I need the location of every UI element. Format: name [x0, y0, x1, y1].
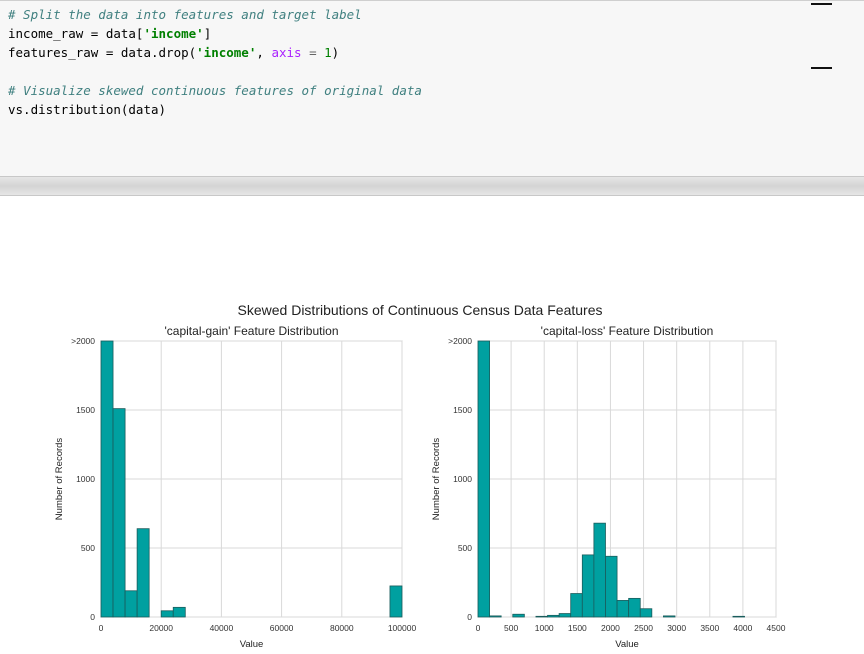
- x-tick-label: 3500: [700, 623, 719, 633]
- y-tick-label: >2000: [448, 336, 472, 346]
- histogram-bar: [570, 593, 583, 618]
- histogram-bar: [489, 615, 502, 618]
- subplot-title: 'capital-gain' Feature Distribution: [165, 324, 339, 338]
- code-number: 1: [324, 45, 332, 60]
- histogram-bar: [100, 340, 114, 618]
- code-string: 'income': [143, 26, 204, 41]
- x-tick-label: 4500: [767, 623, 786, 633]
- x-tick-label: 60000: [270, 623, 294, 633]
- histogram-bar: [136, 528, 150, 618]
- figure-title: Skewed Distributions of Continuous Censu…: [238, 302, 603, 318]
- code-text: features_raw = data.drop(: [8, 45, 197, 60]
- y-tick-label: >2000: [71, 336, 95, 346]
- y-tick-label: 500: [81, 543, 95, 553]
- histogram-bar: [547, 614, 560, 618]
- code-comment-line: # Split the data into features and targe…: [8, 7, 362, 22]
- histogram-bar: [639, 608, 653, 618]
- x-tick-label: 500: [504, 623, 518, 633]
- histogram-bar: [558, 613, 572, 618]
- x-axis-label: Value: [615, 639, 639, 650]
- code-line-income: income_raw = data['income']: [8, 26, 211, 41]
- y-tick-label: 1000: [453, 474, 472, 484]
- y-tick-label: 0: [467, 612, 472, 622]
- code-text: ]: [203, 26, 212, 41]
- x-tick-label: 20000: [149, 623, 173, 633]
- code-text: income_raw = data[: [8, 26, 144, 41]
- minimize-icon[interactable]: [811, 67, 832, 69]
- histogram-bar: [593, 522, 606, 618]
- x-tick-label: 0: [99, 623, 104, 633]
- y-axis-label: Number of Records: [431, 438, 442, 521]
- x-axis-label: Value: [240, 639, 264, 650]
- y-tick-label: 1500: [453, 405, 472, 415]
- x-tick-label: 100000: [388, 623, 417, 633]
- y-tick-label: 1500: [76, 405, 95, 415]
- code-comment-line: # Visualize skewed continuous features o…: [8, 83, 422, 98]
- code-text: ,: [256, 45, 272, 60]
- x-tick-label: 2500: [634, 623, 653, 633]
- histogram-bar: [477, 340, 490, 618]
- y-axis-label: Number of Records: [54, 438, 65, 521]
- y-tick-label: 0: [90, 612, 95, 622]
- histogram-bar: [628, 597, 641, 618]
- histogram-bar: [535, 615, 548, 618]
- x-tick-label: 1000: [535, 623, 554, 633]
- histogram-bar: [124, 590, 138, 618]
- minimize-icon[interactable]: [811, 3, 832, 5]
- y-tick-label: 1000: [76, 474, 95, 484]
- x-tick-label: 2000: [601, 623, 620, 633]
- x-tick-label: 3000: [667, 623, 686, 633]
- histogram-bar: [605, 555, 618, 618]
- code-text: ): [331, 45, 340, 60]
- histogram-bar: [581, 554, 595, 618]
- y-tick-label: 500: [458, 543, 472, 553]
- code-cell[interactable]: # Split the data into features and targe…: [0, 0, 864, 176]
- code-line-call: vs.distribution(data): [8, 102, 167, 117]
- histogram-bar: [160, 610, 174, 618]
- code-string: 'income': [196, 45, 257, 60]
- histogram-bar: [732, 615, 745, 618]
- x-tick-label: 0: [476, 623, 481, 633]
- x-tick-label: 40000: [210, 623, 234, 633]
- subplot-title: 'capital-loss' Feature Distribution: [541, 324, 714, 338]
- code-operator: =: [301, 45, 325, 60]
- x-tick-label: 4000: [733, 623, 752, 633]
- output-separator[interactable]: [0, 176, 864, 196]
- code-keyword-arg: axis: [271, 45, 302, 60]
- histogram-bar: [389, 585, 403, 618]
- x-tick-label: 80000: [330, 623, 354, 633]
- histogram-bar: [512, 613, 525, 618]
- chart-1: 0 20000 40000 60000 80000 100000 0 500 1000 1500 >…: [54, 324, 416, 650]
- chart-2: 0 500 1000 1500 2000 2500 3000 3500 4000 4500 0 500…: [431, 324, 786, 650]
- histogram-bar: [663, 615, 676, 618]
- histogram-bar: [112, 408, 126, 618]
- histogram-bar: [616, 600, 630, 618]
- x-tick-label: 1500: [568, 623, 587, 633]
- code-line-features: features_raw = data.drop('income', axis …: [8, 45, 339, 60]
- histogram-bar: [172, 606, 186, 618]
